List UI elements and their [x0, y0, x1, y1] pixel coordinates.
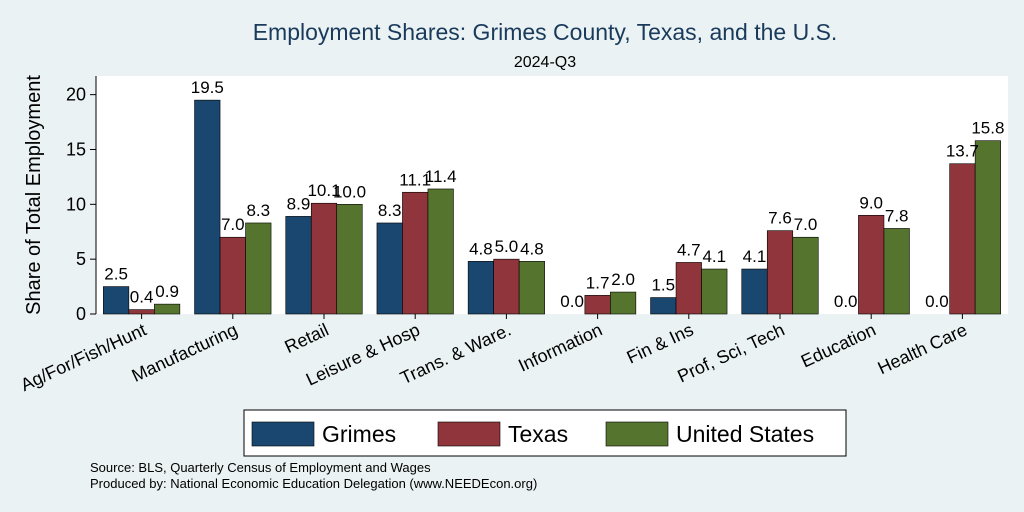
category-label: Information — [515, 319, 605, 375]
data-label: 2.0 — [611, 270, 635, 289]
legend-swatch-grimes — [251, 421, 315, 447]
data-label: 4.8 — [469, 239, 493, 258]
bar-texas-3 — [402, 191, 429, 315]
legend: Grimes Texas United States — [243, 409, 847, 457]
legend-label: Texas — [508, 421, 568, 447]
data-label: 8.3 — [246, 201, 270, 220]
category-label: Health Care — [875, 319, 971, 378]
bar-united-states-0 — [154, 303, 181, 315]
bar-texas-1 — [219, 236, 246, 315]
bar-grimes-0 — [103, 286, 130, 315]
bars — [103, 99, 1001, 315]
bar-texas-9 — [949, 163, 976, 315]
data-label: 4.8 — [520, 239, 544, 258]
data-label: 13.7 — [946, 142, 979, 161]
category-label: Fin & Ins — [624, 319, 697, 367]
data-label: 10.1 — [307, 181, 340, 200]
y-tick-label: 5 — [76, 249, 86, 269]
data-label: 15.8 — [971, 119, 1004, 138]
category-label: Education — [798, 319, 879, 371]
bar-grimes-4 — [467, 261, 494, 315]
data-label: 11.1 — [399, 170, 431, 189]
legend-swatch-united-states — [605, 421, 669, 447]
bar-grimes-6 — [650, 297, 677, 315]
bar-united-states-7 — [792, 236, 819, 315]
data-label: 1.5 — [651, 276, 675, 295]
data-label: 4.1 — [743, 247, 767, 266]
data-label: 10.0 — [333, 182, 366, 201]
bar-united-states-6 — [701, 268, 728, 315]
data-label: 8.3 — [378, 201, 402, 220]
bar-grimes-3 — [376, 222, 403, 315]
legend-box — [243, 409, 847, 457]
data-label: 5.0 — [495, 237, 519, 256]
bar-united-states-4 — [518, 261, 545, 315]
legend-label: United States — [676, 421, 814, 447]
bar-texas-0 — [128, 309, 155, 315]
data-label: 7.0 — [221, 215, 245, 234]
bar-united-states-2 — [336, 204, 363, 315]
data-label: 11.4 — [425, 167, 457, 186]
data-label: 0.0 — [560, 292, 584, 311]
bar-united-states-9 — [974, 140, 1001, 315]
bar-grimes-1 — [194, 99, 221, 315]
data-label: 0.0 — [925, 292, 949, 311]
source-note: Source: BLS, Quarterly Census of Employm… — [90, 460, 431, 475]
data-label: 7.0 — [794, 215, 818, 234]
data-label: 4.7 — [677, 240, 701, 259]
bar-texas-6 — [675, 262, 702, 315]
chart-subtitle: 2024-Q3 — [514, 54, 576, 71]
y-tick-label: 0 — [76, 304, 86, 324]
y-ticks: 0 5 10 15 20 — [66, 85, 96, 324]
bar-texas-5 — [584, 295, 611, 315]
y-axis-label: Share of Total Employment — [23, 75, 45, 315]
bar-grimes-7 — [741, 268, 768, 315]
legend-swatch-texas — [437, 421, 501, 447]
data-label: 7.6 — [768, 209, 792, 228]
bar-united-states-3 — [427, 188, 454, 315]
data-label: 0.4 — [130, 288, 154, 307]
bar-texas-4 — [493, 258, 520, 315]
produced-by-note: Produced by: National Economic Education… — [90, 476, 537, 491]
data-label: 1.7 — [586, 273, 610, 292]
bar-texas-2 — [310, 202, 338, 315]
bar-texas-7 — [766, 230, 794, 315]
data-labels: 2.50.4 0.919.57.08.3 8.910.110.08.311.111.… — [104, 78, 1004, 311]
bar-united-states-1 — [245, 222, 272, 315]
data-label: 0.9 — [155, 282, 179, 301]
category-label: Retail — [282, 319, 332, 357]
data-label: 7.8 — [885, 206, 909, 225]
data-label: 9.0 — [859, 193, 883, 212]
data-label: 0.0 — [834, 292, 858, 311]
bar-united-states-5 — [610, 291, 637, 315]
chart-title: Employment Shares: Grimes County, Texas,… — [253, 19, 838, 45]
data-label: 4.1 — [702, 247, 726, 266]
data-label: 2.5 — [104, 265, 128, 284]
bar-texas-8 — [858, 214, 885, 315]
y-tick-label: 10 — [66, 194, 86, 214]
bar-grimes-2 — [285, 216, 312, 315]
data-label: 19.5 — [191, 78, 224, 97]
data-label: 8.9 — [287, 194, 311, 213]
bar-united-states-8 — [883, 228, 910, 315]
category-label: Ag/For/Fish/Hunt — [18, 319, 150, 395]
y-tick-label: 15 — [66, 139, 86, 159]
y-tick-label: 20 — [66, 85, 86, 105]
legend-label: Grimes — [322, 421, 396, 447]
